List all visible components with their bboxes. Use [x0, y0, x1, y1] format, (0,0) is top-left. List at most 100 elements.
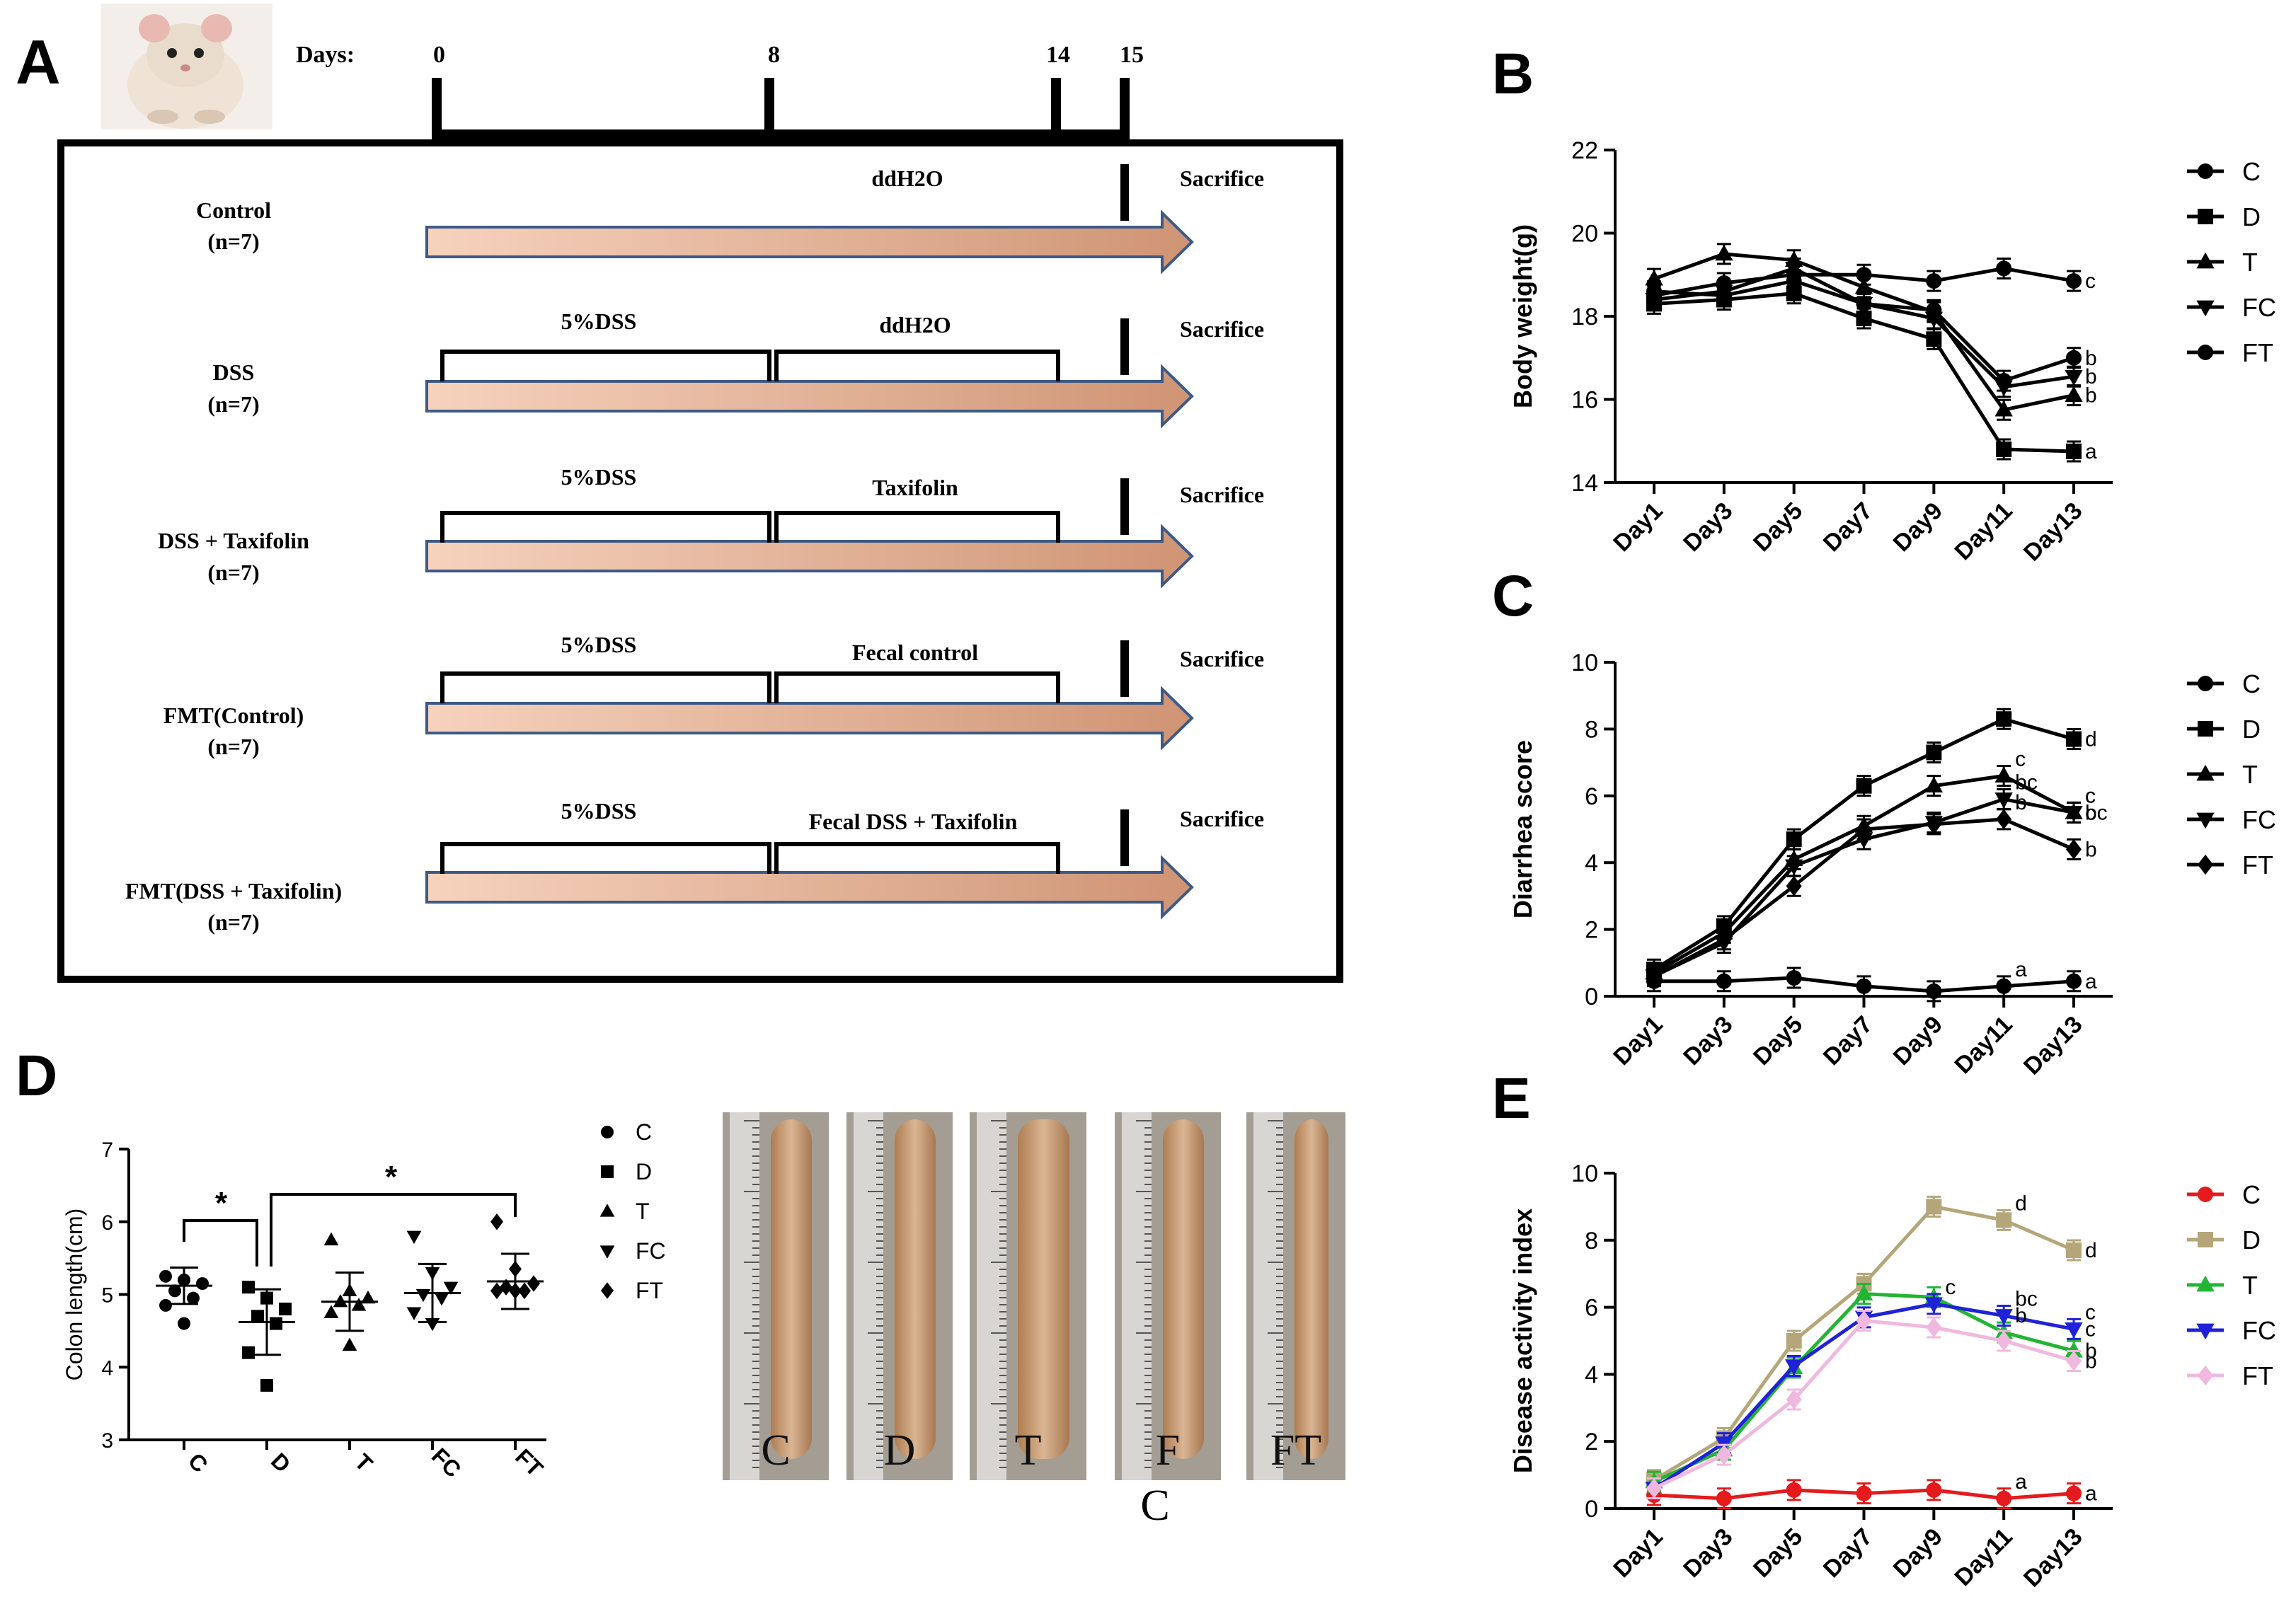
significance-letter: c — [2085, 784, 2096, 807]
phase2-label: ddH2O — [871, 166, 943, 191]
data-point — [1856, 296, 1872, 312]
data-point — [1996, 1212, 2012, 1228]
group-row: DSS + Taxifolin (n=7) Sacrifice Taxifolin 5%… — [158, 464, 1264, 589]
panel-letter-d: D — [16, 1044, 57, 1108]
x-tick-label: C — [183, 1448, 213, 1477]
data-point — [260, 1378, 273, 1392]
group-name: DSS + Taxifolin — [158, 528, 309, 553]
x-tick-label: Day7 — [1818, 1523, 1878, 1583]
x-tick-label: Day11 — [1949, 1011, 2017, 1079]
data-point — [342, 1337, 357, 1351]
significance-letter: b — [2015, 791, 2027, 814]
data-point — [2066, 973, 2082, 989]
data-point — [1996, 711, 2012, 727]
phase1-label: 5%DSS — [561, 632, 637, 657]
y-tick-label: 5 — [101, 1284, 113, 1308]
significance-letter: bc — [2085, 801, 2108, 824]
legend-marker — [2198, 1365, 2213, 1386]
data-point — [1786, 285, 1802, 301]
group-name: FMT(Control) — [163, 703, 304, 728]
data-point — [2066, 839, 2082, 860]
legend-label: C — [636, 1119, 652, 1145]
day-tick-label: 0 — [433, 42, 445, 68]
significance-letter: a — [2015, 1470, 2027, 1494]
group-n: (n=7) — [207, 391, 259, 417]
data-point — [1926, 331, 1942, 347]
colon-photo: T — [970, 1112, 1086, 1480]
x-tick-label: Day9 — [1888, 497, 1948, 557]
legend-marker — [2198, 209, 2213, 224]
data-point — [2066, 1485, 2082, 1501]
y-tick-label: 6 — [1585, 1295, 1598, 1322]
group-row: FMT(Control) (n=7) Sacrifice Fecal control 5… — [163, 632, 1264, 759]
treatment-arrow — [425, 364, 1194, 429]
data-point — [2065, 1342, 2083, 1358]
colon-tissue — [1163, 1119, 1204, 1459]
phase1-label: 5%DSS — [561, 798, 637, 824]
y-tick-label: 6 — [1585, 783, 1598, 810]
treatment-arrow — [425, 855, 1194, 920]
phase1-bracket — [440, 671, 771, 703]
ruler — [1253, 1112, 1283, 1480]
data-point — [2066, 731, 2082, 747]
legend-marker — [2198, 345, 2213, 360]
sacrifice-label: Sacrifice — [1180, 482, 1264, 507]
data-point — [279, 1303, 292, 1316]
data-point — [1716, 1490, 1732, 1506]
legend-label: C — [2242, 157, 2261, 186]
group-row: FMT(DSS + Taxifolin) (n=7) Sacrifice Fecal … — [125, 798, 1264, 935]
data-point — [333, 1293, 348, 1308]
ruler — [854, 1112, 883, 1480]
data-point — [1926, 302, 1942, 318]
data-point — [1854, 277, 1873, 294]
significance-letter: b — [2085, 1349, 2097, 1373]
data-point — [351, 1298, 367, 1311]
data-point — [2065, 806, 2083, 822]
photo-label: D — [884, 1426, 916, 1475]
legend-label: T — [636, 1199, 650, 1224]
y-tick-label: 2 — [1585, 917, 1598, 944]
data-point — [1716, 929, 1732, 950]
x-tick-label: Day3 — [1678, 497, 1738, 557]
data-point — [1924, 776, 1943, 792]
data-point — [2065, 386, 2083, 402]
legend-label: FT — [636, 1278, 663, 1303]
data-point — [1994, 400, 2013, 417]
data-point — [1856, 819, 1872, 840]
significance-letter: b — [2085, 1339, 2097, 1363]
data-point — [178, 1317, 190, 1330]
x-tick-label: Day1 — [1608, 497, 1668, 557]
data-point — [1856, 267, 1872, 283]
data-point — [1854, 832, 1873, 849]
legend-marker — [2198, 1232, 2213, 1247]
significance-letter: b — [2085, 347, 2097, 370]
colon-tissue — [1018, 1119, 1069, 1459]
phase2-bracket — [774, 511, 1060, 543]
data-point — [2066, 443, 2082, 459]
data-point — [1926, 273, 1942, 289]
group-name: DSS — [213, 359, 255, 385]
group-name: Control — [196, 197, 271, 223]
y-tick-label: 22 — [1571, 137, 1598, 164]
data-point — [1856, 978, 1872, 994]
group-n: (n=7) — [207, 734, 259, 759]
data-point — [242, 1346, 255, 1359]
significance-letter: b — [2085, 365, 2097, 388]
data-point — [1786, 1333, 1802, 1349]
data-point — [1786, 1389, 1802, 1410]
data-point — [1994, 1309, 2013, 1325]
protocol-box — [57, 139, 1343, 983]
colon-photo: F — [1115, 1112, 1221, 1480]
significance-letter: c — [2085, 1300, 2096, 1324]
data-point — [1996, 1490, 2012, 1506]
x-tick-label: Day1 — [1608, 1011, 1668, 1071]
group-row: DSS (n=7) Sacrifice ddH2O 5%DSS — [207, 308, 1264, 429]
significance-bracket — [183, 1219, 258, 1267]
legend-label: C — [2242, 1180, 2261, 1209]
data-point — [406, 1230, 422, 1245]
data-point — [1716, 1444, 1732, 1465]
data-point — [1786, 1482, 1802, 1498]
data-point — [2065, 369, 2083, 386]
significance-letter: a — [2085, 1482, 2097, 1506]
